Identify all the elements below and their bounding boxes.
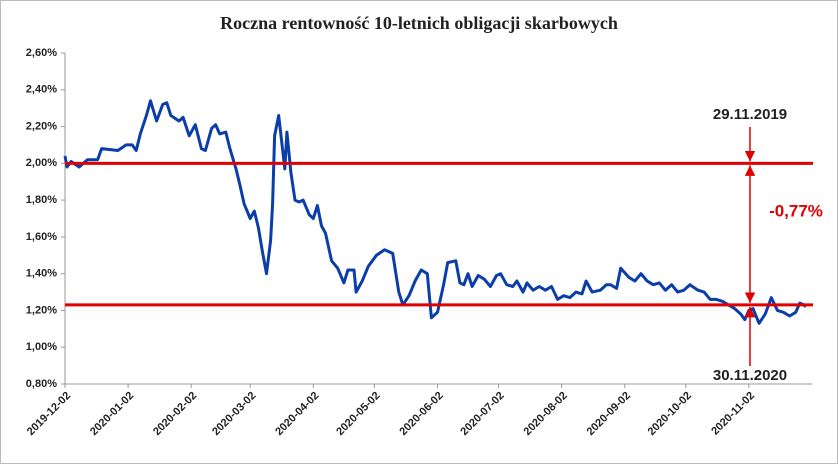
chart-title: Roczna rentowność 10-letnich obligacji s… [220, 13, 618, 33]
y-tick-label: 2,40% [26, 84, 57, 96]
y-tick-label: 1,80% [26, 194, 57, 206]
annotation: 30.11.2020 [713, 367, 787, 384]
y-tick-label: 1,00% [26, 341, 57, 353]
annotation: 29.11.2019 [713, 106, 787, 123]
y-tick-label: 0,80% [26, 378, 57, 390]
y-tick-label: 1,40% [26, 268, 57, 280]
y-tick-label: 1,20% [26, 304, 57, 316]
series-line [63, 99, 807, 325]
annotation: -0,77% [769, 202, 823, 221]
y-tick-label: 2,20% [26, 120, 57, 132]
y-tick-label: 1,60% [26, 231, 57, 243]
y-tick-label: 2,60% [26, 47, 57, 59]
y-tick-label: 2,00% [26, 157, 57, 169]
